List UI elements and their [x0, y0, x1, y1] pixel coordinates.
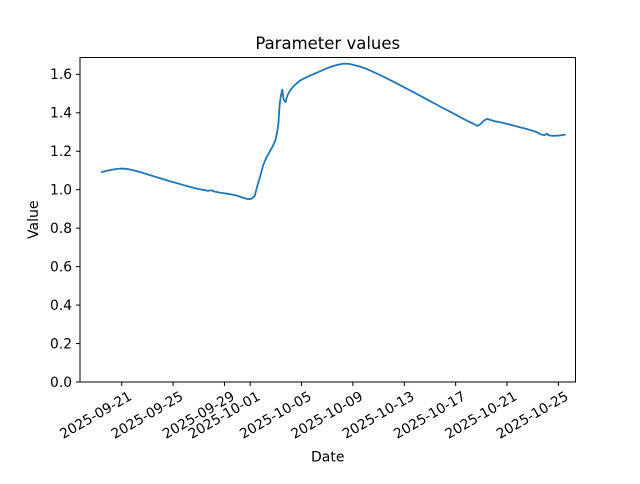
- axes-frame: [79, 57, 576, 383]
- y-tick-label: 1.0: [50, 183, 72, 199]
- y-tick-label: 0.4: [50, 298, 72, 314]
- chart-title: Parameter values: [255, 34, 400, 53]
- y-tick-label: 1.6: [50, 67, 72, 83]
- y-tick-label: 1.2: [50, 144, 72, 160]
- y-tick-label: 0.2: [50, 336, 72, 352]
- data-line: [100, 62, 566, 201]
- x-axis-ticks: 2025-09-212025-09-252025-09-292025-10-01…: [57, 382, 571, 443]
- y-tick-label: 0.0: [50, 375, 72, 391]
- y-axis-ticks: 0.0 0.2 0.4 0.6 0.8 1.0 1.2 1.4 1.6: [50, 67, 80, 391]
- y-axis-label: Value: [26, 201, 42, 239]
- plot-area: [80, 57, 576, 382]
- y-tick-label: 0.6: [50, 259, 72, 275]
- y-tick-label: 1.4: [50, 106, 72, 122]
- y-tick-label: 0.8: [50, 221, 72, 237]
- x-axis-label: Date: [311, 450, 344, 466]
